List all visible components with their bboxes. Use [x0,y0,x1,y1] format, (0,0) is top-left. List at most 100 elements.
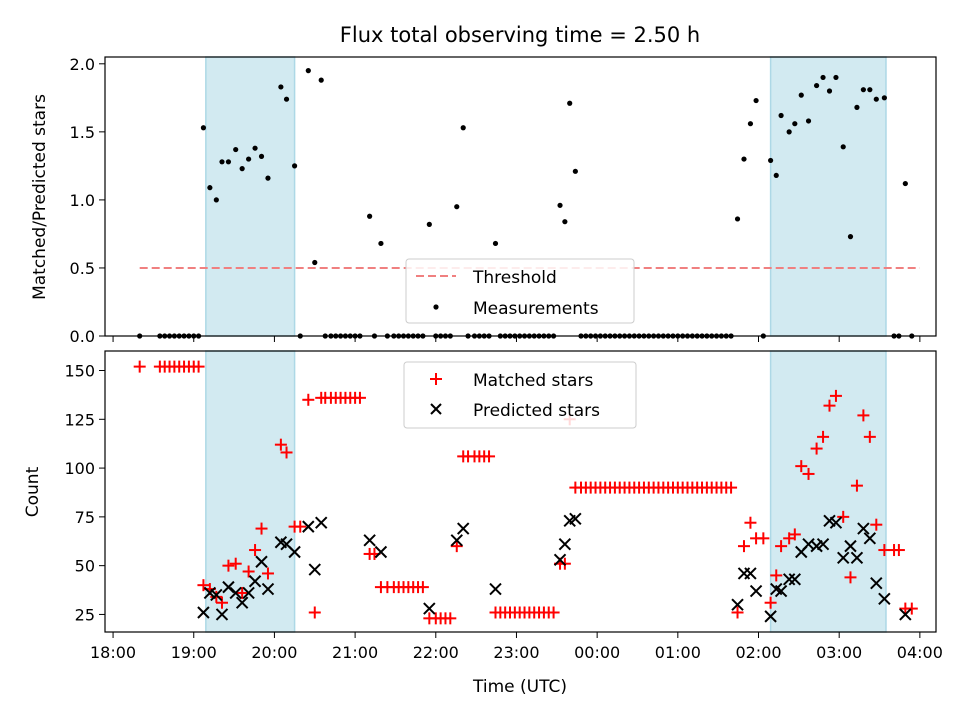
x-tick-label: 20:00 [251,643,297,662]
matched-point [857,409,870,422]
top-y-axis-label: Matched/Predicted stars [30,94,50,300]
matched-point [450,540,463,553]
matched-point [795,460,808,473]
ratio-panel: 0.0 0.5 1.0 1.5 2.0 [70,55,937,346]
measurement-point [252,145,258,151]
measurement-point [747,121,754,127]
matched-point [823,399,836,412]
bottom-legend: Matched stars Predicted stars [403,361,637,429]
matched-point [274,438,287,451]
matched-point [242,565,255,578]
legend-predicted-label: Predicted stars [473,401,600,421]
matched-point [775,540,788,553]
measurement-point [258,153,265,159]
measurement-point [833,74,839,81]
measurement-point [786,129,792,135]
matched-point [547,606,560,619]
matched-point [294,520,307,533]
x-tick-label: 23:00 [493,643,539,662]
x-tick-label: 01:00 [655,643,701,662]
measurement-point [312,259,318,266]
predicted-point [899,608,912,621]
y-tick-label: 1.0 [70,191,95,210]
axes-frame [104,56,937,337]
x-tick-label: 03:00 [816,643,862,662]
predicted-point [423,602,436,615]
matched-point [210,590,223,603]
bottom-y-axis-label: Count [23,466,43,517]
predicted-point [749,584,763,598]
matched-point [222,559,235,572]
predicted-point [235,596,249,609]
predicted-point [782,573,796,586]
measurement-point [239,166,245,172]
matched-point [731,606,744,619]
matched-point [764,596,777,609]
measurement-point [305,68,311,74]
predicted-point [315,516,328,529]
matched-point [863,430,876,443]
measurement-point [768,157,774,164]
y-tick-label: 75 [75,508,95,527]
predicted-point [363,534,376,547]
predicted-point [215,608,229,621]
x-tick-label: 04:00 [897,643,943,662]
matched-point [844,571,857,584]
legend-matched-label: Matched stars [473,371,593,391]
matched-point [255,522,268,535]
y-tick-label: 125 [64,410,95,429]
shaded-interval-0 [205,56,296,337]
measurement-point [778,112,784,119]
matched-point [249,544,262,557]
predicted-point [788,573,802,586]
measurement-point [367,213,373,219]
x-tick-label: 19:00 [171,643,217,662]
measurement-point [813,82,820,89]
predicted-point [302,520,315,533]
y-tick-label: 0.0 [70,327,95,346]
measurement-point [426,221,432,227]
predicted-point [374,545,388,559]
x-tick-label: 00:00 [574,643,620,662]
predicted-point [261,582,275,596]
measurement-point [873,96,879,102]
measurement-point [557,202,563,208]
y-tick-label: 25 [75,605,95,624]
predicted-point [744,567,757,580]
matched-point [837,510,850,523]
y-tick-label: 1.5 [70,123,95,142]
measurement-point [773,172,779,179]
measurement-point [902,180,908,187]
measurement-point [207,185,213,191]
matched-point [261,567,274,580]
measurement-point [798,92,804,98]
matched-point [829,389,842,402]
measurement-point [378,240,384,247]
measurement-point [318,77,324,83]
predicted-point [457,522,470,535]
matched-point [416,581,429,594]
count-panel: 25 50 75 100 125 150 18:00 19:00 20:00 21:00 22:00… [64,350,943,662]
x-tick-label: 21:00 [332,643,378,662]
predicted-point [489,582,502,596]
matched-point [737,540,750,553]
measurement-point [805,118,812,124]
measurement-point [278,84,284,90]
y-tick-label: 100 [64,459,95,478]
measurement-point [741,156,747,162]
predicted-point [248,575,262,588]
matched-point [133,360,146,373]
chart-title: Flux total observing time = 2.50 h [340,23,700,47]
bottom-legend-box [403,361,637,429]
measurement-point [562,219,568,225]
matched-point [770,569,783,582]
measurement-point [820,74,826,81]
measurement-point [854,104,860,110]
measurement-point [454,204,460,210]
top-legend-box [405,258,635,324]
matched-point [757,532,770,545]
matched-point [802,467,815,480]
matched-point [353,391,366,404]
matched-point [850,479,863,492]
predicted-point [878,592,891,606]
